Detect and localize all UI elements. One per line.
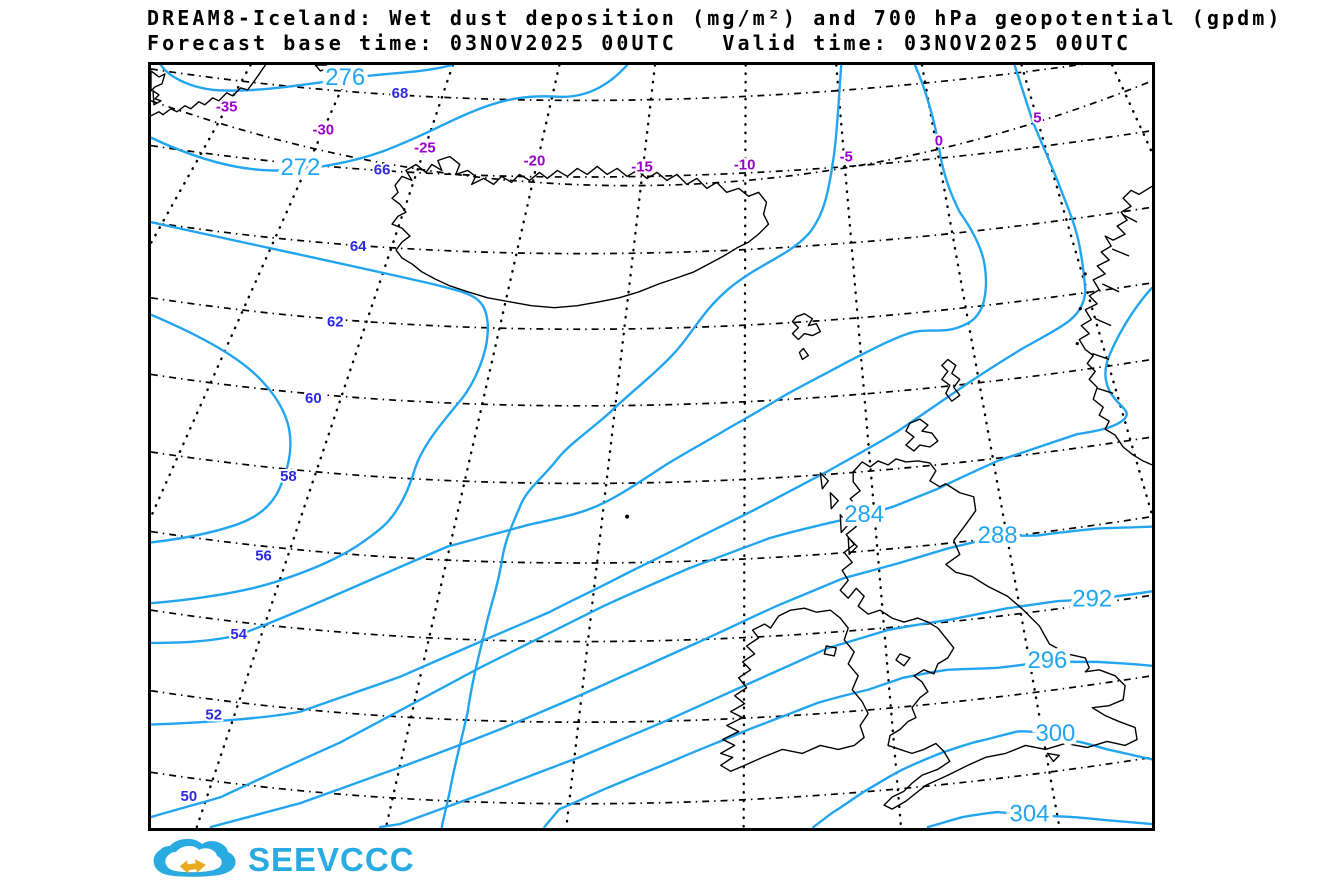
seevccc-logo: SEEVCCC bbox=[150, 836, 415, 882]
orkney-islands bbox=[905, 418, 939, 452]
longitude-label: 0 bbox=[935, 133, 943, 150]
graticule-parallels bbox=[151, 65, 1152, 805]
contour-mid-1 bbox=[151, 220, 489, 605]
title-line-1: DREAM8-Iceland: Wet dust deposition (mg/… bbox=[147, 6, 1283, 30]
geopotential-contours bbox=[151, 65, 1152, 828]
longitude-label: -10 bbox=[734, 156, 756, 173]
hebrides-islands bbox=[819, 472, 858, 556]
latitude-label: 66 bbox=[374, 161, 391, 178]
norway-islet bbox=[1083, 272, 1087, 276]
contour-mid-4 bbox=[151, 65, 988, 645]
latitude-label: 68 bbox=[392, 85, 409, 102]
longitude-label: -25 bbox=[414, 140, 436, 157]
norway-islet bbox=[1075, 341, 1079, 346]
greenland-island bbox=[151, 70, 166, 92]
latitude-label: 56 bbox=[255, 547, 272, 564]
contour-labels: 276 272 284 288 292 296 300 304 bbox=[276, 65, 1116, 828]
latitude-label: 58 bbox=[280, 468, 297, 485]
latitude-label: 54 bbox=[230, 626, 247, 643]
cloud-icon bbox=[153, 838, 236, 877]
logo-text: SEEVCCC bbox=[248, 841, 415, 878]
latitude-label: 64 bbox=[350, 238, 367, 255]
great-britain-coast bbox=[839, 458, 1138, 810]
isle-of-man bbox=[895, 653, 911, 667]
contour-label: 276 bbox=[325, 65, 365, 91]
contour-300 bbox=[812, 730, 1152, 828]
latitude-labels: 68 66 64 62 60 58 56 54 52 50 bbox=[179, 83, 411, 807]
longitude-label: -35 bbox=[216, 99, 238, 116]
norway-islet bbox=[1078, 307, 1082, 311]
jan-mayen-island bbox=[314, 65, 339, 75]
longitude-label: -30 bbox=[313, 122, 335, 139]
norway-fjords bbox=[1092, 213, 1138, 394]
longitude-label: 5 bbox=[1033, 110, 1041, 127]
longitude-label: -15 bbox=[631, 158, 653, 175]
ireland-coast bbox=[720, 607, 869, 772]
coastlines bbox=[151, 65, 1152, 810]
map-frame: 276 272 284 288 292 296 300 304 -35 -30 -25 -20 -15… bbox=[148, 62, 1155, 831]
contour-label: 300 bbox=[1035, 720, 1075, 747]
isle-of-wight bbox=[1046, 752, 1061, 763]
contour-label: 288 bbox=[978, 522, 1018, 549]
title-line-2: Forecast base time: 03NOV2025 00UTC Vali… bbox=[147, 31, 1132, 55]
contour-304 bbox=[926, 810, 1152, 828]
lough-neagh bbox=[823, 645, 837, 657]
contour-label: 304 bbox=[1010, 800, 1050, 827]
weather-map: 276 272 284 288 292 296 300 304 -35 -30 -25 -20 -15… bbox=[151, 65, 1152, 828]
contour-288 bbox=[209, 525, 1152, 828]
contour-276 bbox=[159, 65, 453, 92]
rockall-islet bbox=[625, 514, 630, 519]
greenland-islet bbox=[152, 90, 162, 106]
shetland-islands bbox=[941, 358, 961, 402]
contour-label: 292 bbox=[1072, 586, 1112, 613]
longitude-label: -20 bbox=[524, 152, 546, 169]
latitude-label: 62 bbox=[327, 314, 344, 331]
contour-284 bbox=[151, 286, 1152, 819]
faroe-islet bbox=[798, 347, 810, 361]
contour-label: 284 bbox=[844, 501, 884, 528]
contour-292 bbox=[378, 590, 1152, 828]
contour-label: 272 bbox=[280, 154, 320, 181]
norway-coast bbox=[1078, 185, 1152, 466]
iceland-coast bbox=[391, 155, 770, 309]
latitude-label: 60 bbox=[305, 390, 322, 407]
contour-mid-2 bbox=[151, 313, 292, 544]
contour-296 bbox=[543, 660, 1152, 828]
contour-mid-3 bbox=[440, 65, 843, 828]
greenland-coast bbox=[151, 65, 267, 117]
contour-mid-5 bbox=[151, 65, 1087, 726]
longitude-labels: -35 -30 -25 -20 -15 -10 -5 0 5 bbox=[214, 97, 1044, 178]
latitude-label: 50 bbox=[181, 788, 198, 805]
longitude-label: -5 bbox=[840, 148, 853, 165]
contour-label: 296 bbox=[1027, 647, 1067, 674]
latitude-label: 52 bbox=[205, 707, 222, 724]
faroe-islands bbox=[791, 312, 822, 341]
contour-272 bbox=[151, 65, 629, 172]
